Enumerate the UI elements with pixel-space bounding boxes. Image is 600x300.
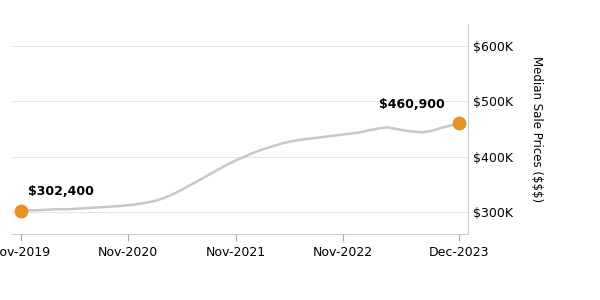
Text: $302,400: $302,400 [28, 185, 94, 198]
Y-axis label: Median Sale Prices ($$$): Median Sale Prices ($$$) [530, 56, 542, 202]
Text: $460,900: $460,900 [379, 98, 445, 111]
Point [454, 121, 464, 125]
Point [16, 208, 26, 213]
